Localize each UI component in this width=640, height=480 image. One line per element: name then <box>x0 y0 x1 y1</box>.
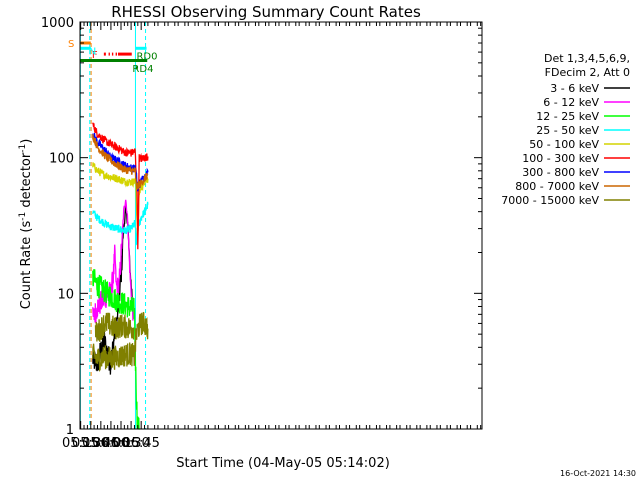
legend-header: FDecim 2, Att 0 <box>545 66 630 79</box>
svg-text:Count Rate (s-1 detector-1): Count Rate (s-1 detector-1) <box>18 139 34 310</box>
flag-label-rd0: RD0 <box>136 52 157 63</box>
flag-label-s: S <box>68 39 74 50</box>
series-line-2 <box>92 269 140 430</box>
legend-entry-label: 50 - 100 keV <box>529 138 599 151</box>
legend-entry-label: 800 - 7000 keV <box>515 180 599 193</box>
series-line-3 <box>92 201 149 246</box>
legend: Det 1,3,4,5,6,9,FDecim 2, Att 0 3 - 6 keV… <box>501 52 630 207</box>
flag-label-n: N <box>89 46 96 57</box>
legend-entry-label: 25 - 50 keV <box>536 124 599 137</box>
legend-entry-label: 6 - 12 keV <box>543 96 599 109</box>
timestamp-footer: 16-Oct-2021 14:30 <box>560 469 636 478</box>
x-tick-label: 05:15 <box>62 436 99 451</box>
y-tick-label: 1 <box>66 423 74 438</box>
plot-frame <box>79 21 483 430</box>
series-line-1 <box>92 199 135 324</box>
series-line-9 <box>94 312 135 342</box>
legend-header: Det 1,3,4,5,6,9, <box>544 52 630 65</box>
series-line-7 <box>92 134 149 191</box>
x-tick-label: 06:30 <box>112 436 149 451</box>
series-line-8 <box>92 311 149 373</box>
legend-entry-label: 7000 - 15000 keV <box>501 194 599 207</box>
x-tick-label: 06:45 <box>122 436 159 451</box>
flag-label-rd4: RD4 <box>132 64 153 75</box>
legend-entry-label: 12 - 25 keV <box>536 110 599 123</box>
y-axis-label: Count Rate (s-1 detector-1) <box>18 139 34 310</box>
x-tick-label: 06:00 <box>92 436 129 451</box>
legend-entry-label: 300 - 800 keV <box>522 166 599 179</box>
x-tick-label: 05:30 <box>72 436 109 451</box>
x-tick-label: 05:45 <box>82 436 119 451</box>
legend-entry-label: 3 - 6 keV <box>550 82 599 95</box>
flag-label-f: F <box>92 50 98 61</box>
y-tick-label: 10 <box>57 287 74 302</box>
x-tick-label: 06:15 <box>102 436 139 451</box>
y-tick-label: 1000 <box>41 16 74 31</box>
series-line-5 <box>92 122 149 250</box>
legend-entry-label: 100 - 300 keV <box>522 152 599 165</box>
chart-title: RHESSI Observing Summary Count Rates <box>111 3 421 21</box>
x-axis-label: Start Time (04-May-05 05:14:02) <box>176 456 390 471</box>
y-tick-label: 100 <box>49 152 74 167</box>
